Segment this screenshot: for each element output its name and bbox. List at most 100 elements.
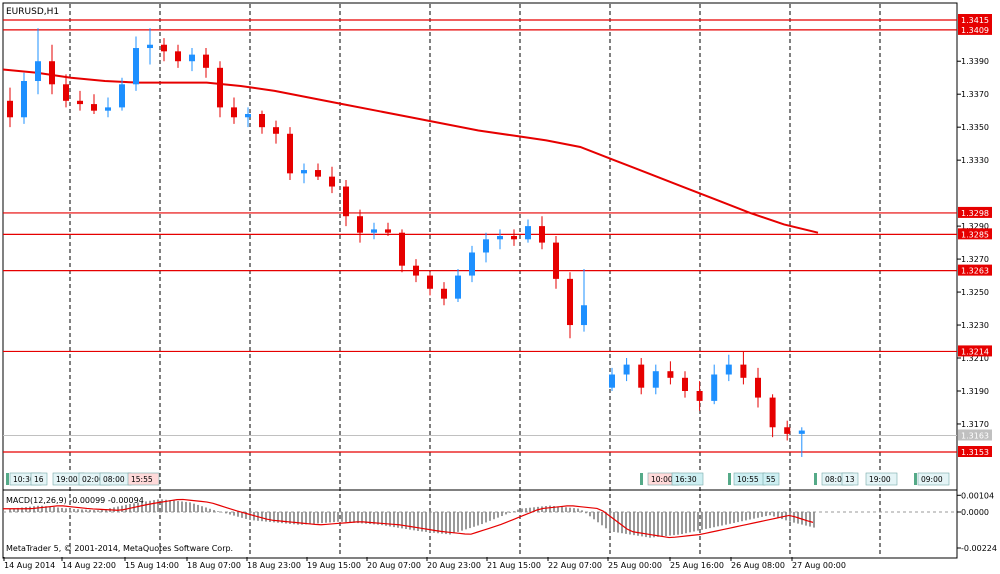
event-badge[interactable]: 08:00	[99, 472, 132, 486]
price-tick-label: 1.3250	[961, 288, 989, 297]
candlestick-series	[7, 28, 805, 457]
candle	[798, 427, 805, 457]
svg-text:02:00: 02:00	[82, 475, 104, 484]
event-marker-icon[interactable]	[814, 473, 817, 485]
candle	[784, 420, 791, 441]
event-badges[interactable]: 10:30 16 19:00 02:00 08:00 15:55 10:00 16:30 10:…	[6, 472, 950, 486]
candle	[49, 44, 55, 95]
candle	[287, 127, 293, 180]
current-price-tag: 1.3163	[958, 429, 992, 441]
horizontal-levels[interactable]	[3, 19, 957, 453]
svg-text:19:00: 19:00	[56, 475, 78, 484]
candle	[682, 371, 688, 398]
candle	[63, 74, 69, 108]
candle	[427, 272, 433, 296]
candle	[469, 245, 475, 283]
svg-text:1.3409: 1.3409	[961, 26, 989, 35]
candle	[147, 28, 153, 65]
copyright-text: MetaTrader 5, © 2001-2014, MetaQuotes So…	[6, 544, 233, 553]
svg-text:10:30: 10:30	[13, 475, 35, 484]
svg-text:08:00: 08:00	[103, 475, 125, 484]
price-tag: 1.3214	[958, 345, 992, 357]
time-tick-label: 18 Aug 23:00	[247, 561, 301, 570]
time-tick-label: 20 Aug 07:00	[367, 561, 421, 570]
svg-text:1.3285: 1.3285	[961, 230, 989, 239]
svg-text:13: 13	[845, 475, 855, 484]
time-tick-label: 22 Aug 07:00	[548, 561, 602, 570]
price-tag: 1.3153	[958, 446, 992, 457]
time-tick-label: 15 Aug 14:00	[125, 561, 179, 570]
event-badge[interactable]: 10:00	[647, 472, 680, 486]
event-marker-icon[interactable]	[914, 473, 917, 485]
macd-signal-line	[3, 498, 814, 539]
candle	[259, 110, 265, 134]
candle	[203, 48, 209, 78]
candle	[189, 48, 195, 72]
event-badge[interactable]: 09:00	[917, 472, 950, 486]
svg-text:1.3214: 1.3214	[961, 347, 989, 356]
svg-text:10:55: 10:55	[737, 475, 759, 484]
price-tick-label: 1.3270	[961, 255, 989, 264]
event-badge[interactable]: 10:55	[733, 472, 766, 486]
time-tick-label: 25 Aug 16:00	[670, 561, 724, 570]
event-badge[interactable]: 55	[762, 472, 780, 486]
candle	[77, 90, 83, 111]
price-tag: 1.3285	[958, 228, 992, 240]
time-tick-label: 27 Aug 00:00	[792, 561, 846, 570]
price-tag: 1.3409	[958, 23, 992, 35]
candle	[441, 282, 447, 306]
price-tick-label: 1.3210	[961, 354, 989, 363]
price-tick-label: 1.3370	[961, 90, 989, 99]
candle	[567, 272, 573, 339]
candle	[91, 94, 97, 114]
svg-text:08:00: 08:00	[825, 475, 847, 484]
candle	[667, 361, 674, 385]
candle	[525, 219, 531, 243]
candle	[21, 72, 27, 124]
candle	[343, 179, 349, 227]
candle	[769, 394, 776, 438]
time-tick-label: 14 Aug 22:00	[62, 561, 116, 570]
candle	[133, 36, 139, 91]
candle	[105, 97, 111, 118]
svg-text:10:00: 10:00	[651, 475, 673, 484]
event-badge[interactable]: 15:55	[127, 472, 160, 486]
svg-text:55: 55	[766, 475, 776, 484]
price-tick-label: 1.3190	[961, 387, 989, 396]
candle	[497, 229, 503, 250]
svg-text:1.3415: 1.3415	[961, 16, 989, 25]
price-tick-label: 1.3230	[961, 321, 989, 330]
price-tick-label: 1.3390	[961, 57, 989, 66]
candle	[539, 216, 545, 250]
candle	[175, 44, 181, 68]
price-tag: 1.3298	[958, 206, 992, 218]
candle	[329, 166, 335, 194]
candle	[413, 259, 419, 283]
event-marker-icon[interactable]	[728, 473, 731, 485]
candle	[35, 28, 41, 95]
candle	[511, 229, 517, 246]
event-marker-icon[interactable]	[6, 473, 9, 485]
candle	[553, 236, 559, 289]
candle	[315, 163, 321, 180]
event-marker-icon[interactable]	[640, 473, 643, 485]
svg-text:19:00: 19:00	[869, 475, 891, 484]
event-badge[interactable]: 16:30	[671, 472, 704, 486]
svg-text:09:00: 09:00	[921, 475, 943, 484]
candle	[161, 38, 167, 62]
time-tick-label: 21 Aug 15:00	[487, 561, 541, 570]
event-badge[interactable]: 19:00	[865, 472, 898, 486]
svg-text:1.3163: 1.3163	[961, 432, 989, 441]
candle	[638, 358, 645, 395]
time-tick-label: 20 Aug 23:00	[427, 561, 481, 570]
svg-text:1.3298: 1.3298	[961, 209, 989, 218]
candle	[385, 222, 391, 236]
event-badge[interactable]: 16	[30, 472, 48, 486]
candle	[273, 120, 279, 144]
svg-text:16:30: 16:30	[675, 475, 697, 484]
macd-tick-label: 0.0000	[961, 508, 989, 517]
event-badge[interactable]: 13	[841, 472, 859, 486]
svg-text:16: 16	[34, 475, 44, 484]
candle	[609, 367, 615, 391]
